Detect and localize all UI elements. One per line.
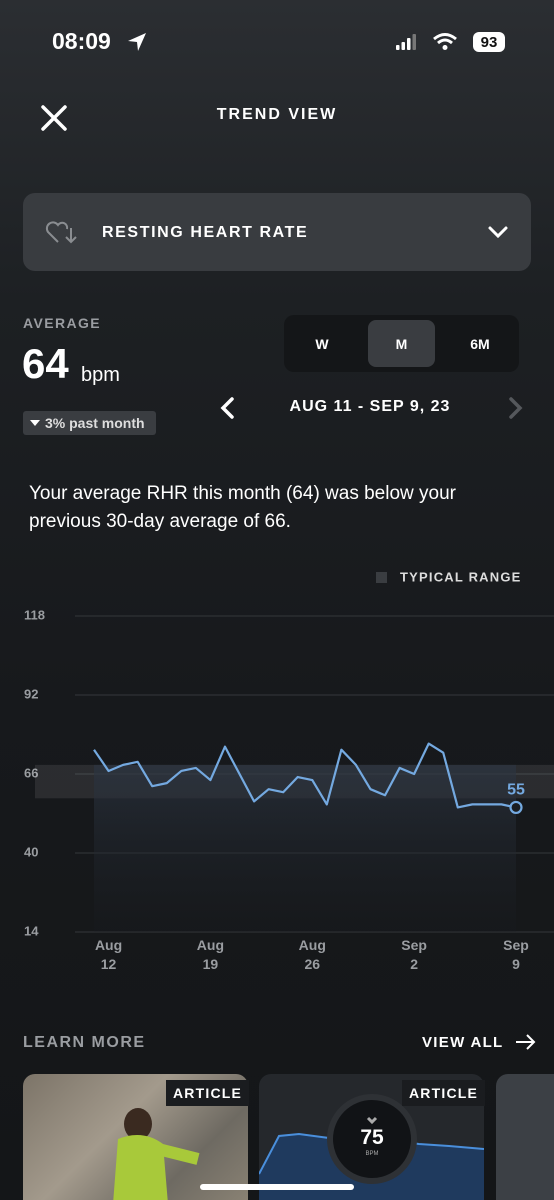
- x-tick-label: Aug 19: [197, 937, 224, 972]
- legend-label: TYPICAL RANGE: [400, 569, 522, 584]
- tab[interactable]: 6M: [470, 336, 490, 352]
- article-card[interactable]: [496, 1074, 554, 1200]
- prev-button[interactable]: [218, 396, 238, 420]
- y-tick-label: 118: [24, 607, 45, 622]
- change-badge: [23, 411, 156, 435]
- x-tick-label: Sep 2: [401, 937, 427, 972]
- metric-selector[interactable]: [23, 193, 531, 271]
- card-tag: ARTICLE: [166, 1080, 250, 1106]
- x-tick-label: Aug 12: [95, 937, 122, 972]
- plot-shade: [94, 764, 516, 932]
- down-triangle: [30, 420, 40, 426]
- dropdown-chevron: [488, 226, 508, 239]
- header-title: TREND VIEW: [216, 106, 338, 123]
- point-marker: [509, 800, 523, 815]
- summary-unit: bpm: [81, 364, 120, 386]
- y-tick-label: 40: [24, 844, 38, 859]
- x-tick-label: Aug 26: [299, 937, 326, 972]
- section-title: LEARN MORE: [23, 1034, 146, 1051]
- change-text: 3% past month: [45, 415, 145, 431]
- card-graphic: [259, 1094, 484, 1200]
- chart: TYPICAL RANGE 14 40 66 92 118 Aug 12 Aug 19 Aug 26…: [24, 569, 554, 972]
- article-card[interactable]: [259, 1074, 484, 1200]
- status-time: 08:09: [52, 28, 111, 54]
- legend-swatch: [376, 572, 387, 583]
- tab-selected: [368, 320, 435, 367]
- description: Your average RHR this month (64) was bel…: [29, 483, 456, 532]
- x-tick-label: Sep 9: [503, 937, 529, 972]
- y-tick-label: 92: [24, 686, 38, 701]
- heart-icon: [45, 221, 77, 244]
- view-all[interactable]: VIEW ALL: [422, 1034, 504, 1051]
- next-button[interactable]: [505, 396, 525, 420]
- location-icon: [128, 33, 146, 51]
- date-range: AUG 11 - SEP 9, 23: [289, 398, 451, 415]
- metric-label: RESTING HEART RATE: [102, 224, 309, 241]
- arrow-icon: [516, 1034, 536, 1050]
- close-button[interactable]: [40, 104, 68, 132]
- home-indicator: [200, 1184, 354, 1190]
- status-icons: [396, 32, 505, 52]
- data-label: 55: [507, 782, 525, 799]
- line: [93, 742, 517, 809]
- photo: [113, 1108, 200, 1200]
- y-tick-label: 66: [24, 765, 38, 780]
- summary-value: 64: [22, 340, 69, 387]
- tab[interactable]: M: [395, 336, 408, 352]
- y-tick-label: 14: [24, 923, 39, 938]
- card-tag: ARTICLE: [402, 1080, 486, 1106]
- card-value: 75: [360, 1126, 384, 1149]
- article-card[interactable]: [23, 1074, 248, 1200]
- card-unit: BPM: [365, 1151, 379, 1157]
- summary-label: AVERAGE: [23, 315, 101, 331]
- battery-level: 93: [480, 34, 498, 51]
- tab[interactable]: W: [315, 336, 329, 352]
